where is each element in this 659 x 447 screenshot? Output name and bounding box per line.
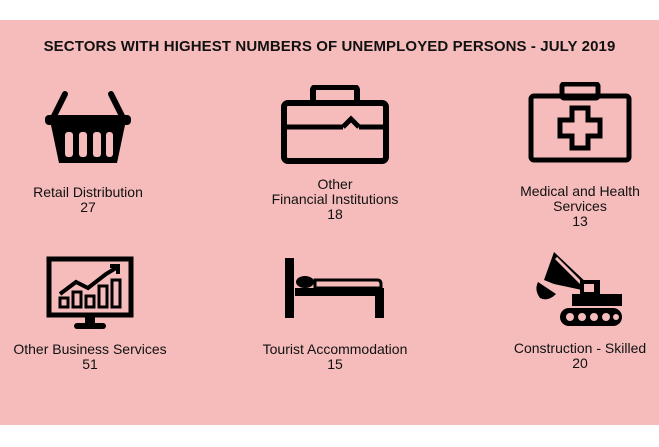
- sector-label-line1: Medical and Health: [520, 183, 640, 199]
- sector-value: 51: [82, 356, 98, 372]
- sector-label: Retail Distribution: [33, 184, 143, 200]
- briefcase-icon: [281, 85, 389, 164]
- sector-label-line1: Other: [317, 176, 353, 192]
- basket-icon: [45, 91, 131, 163]
- sector-card-construction: Construction - Skilled 20: [500, 250, 659, 371]
- sector-label-line2: Financial Institutions: [271, 191, 399, 207]
- sector-label: Other Business Services: [13, 341, 167, 357]
- sector-card-financial: Other Financial Institutions 18: [250, 85, 420, 222]
- page-title: SECTORS WITH HIGHEST NUMBERS OF UNEMPLOY…: [43, 38, 616, 55]
- medical-kit-icon: [528, 82, 632, 163]
- sector-label-line2: Services: [553, 198, 607, 214]
- sector-value: 13: [572, 213, 588, 229]
- bed-icon: [285, 258, 384, 318]
- excavator-icon: [536, 252, 622, 326]
- sector-value: 18: [327, 206, 343, 222]
- sector-label: Tourist Accommodation: [262, 341, 408, 357]
- sector-card-tourist: Tourist Accommodation 15: [250, 256, 420, 372]
- sector-value: 15: [327, 356, 343, 372]
- monitor-chart-icon: [46, 256, 134, 329]
- sector-value: 27: [80, 199, 96, 215]
- sector-card-medical: Medical and Health Services 13: [500, 82, 659, 229]
- sector-value: 20: [572, 355, 588, 371]
- sector-card-business: Other Business Services 51: [0, 256, 180, 372]
- sector-card-retail: Retail Distribution 27: [18, 88, 158, 215]
- sector-label: Construction - Skilled: [513, 340, 647, 356]
